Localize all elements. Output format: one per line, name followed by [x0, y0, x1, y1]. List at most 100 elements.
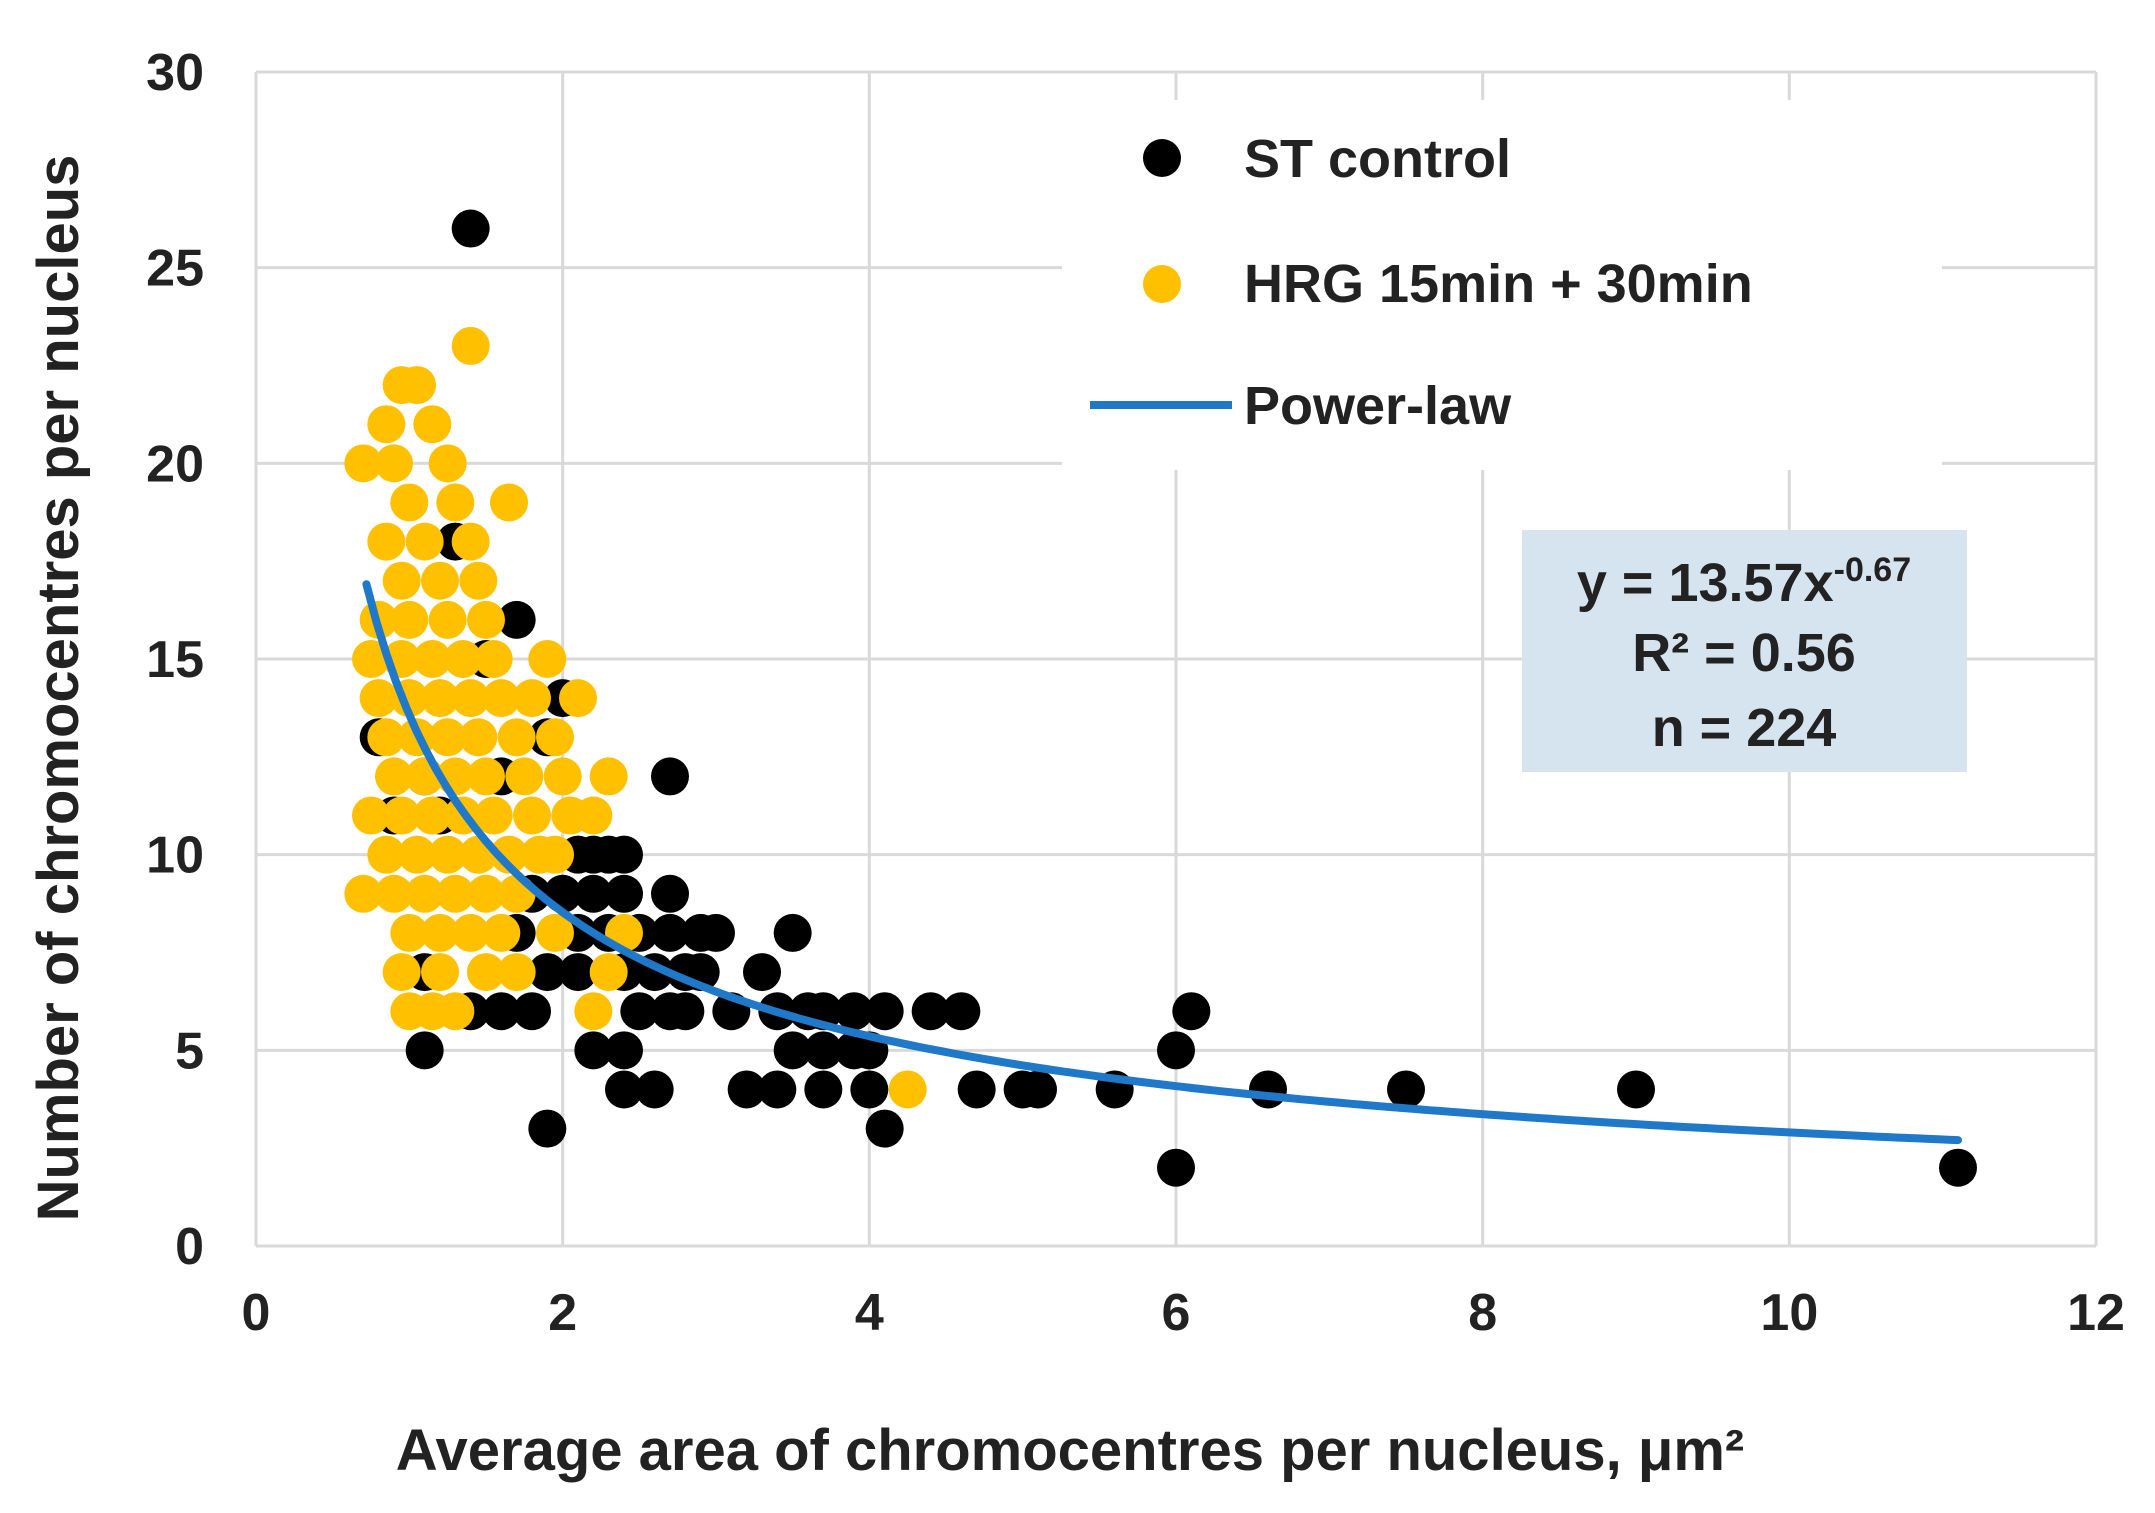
hrg-point: [574, 992, 613, 1031]
hrg-point: [375, 874, 413, 913]
hrg-point: [428, 444, 467, 483]
hrg-point: [405, 874, 444, 913]
hrg-point: [375, 444, 413, 483]
st-control-point: [605, 874, 643, 913]
x-tick-label: 12: [2067, 1284, 2125, 1342]
hrg-point: [390, 600, 429, 639]
hrg-point: [536, 718, 574, 757]
hrg-point: [367, 835, 406, 874]
hrg-point: [451, 913, 490, 952]
hrg-point: [444, 640, 482, 678]
legend-marker-st-control: [1143, 139, 1181, 177]
hrg-point: [451, 326, 490, 365]
st-control-point: [1157, 1148, 1195, 1187]
st-control-point: [620, 992, 659, 1031]
st-control-point: [651, 874, 689, 913]
hrg-point: [390, 483, 429, 522]
legend: ST control HRG 15min + 30min Power-law: [1062, 100, 1942, 470]
st-control-point: [1617, 1070, 1655, 1109]
y-tick-label: 0: [175, 1218, 204, 1276]
st-control-point: [1157, 1031, 1195, 1070]
hrg-point: [390, 913, 429, 952]
hrg-point: [574, 796, 613, 835]
legend-label-power-law: Power-law: [1244, 376, 1512, 436]
st-control-point: [727, 1070, 766, 1109]
y-tick-label: 30: [146, 44, 204, 102]
hrg-point: [543, 757, 582, 796]
hrg-point: [467, 953, 505, 992]
st-control-point: [743, 953, 781, 992]
st-control-point: [513, 992, 551, 1031]
st-control-point: [651, 757, 689, 796]
hrg-point: [451, 679, 490, 718]
hrg-point: [474, 640, 513, 678]
st-control-point: [1172, 992, 1211, 1031]
hrg-point: [413, 640, 452, 678]
st-control-point: [758, 1070, 797, 1109]
hrg-point: [344, 444, 383, 483]
st-control-point: [804, 1070, 843, 1109]
st-control-point: [835, 992, 873, 1031]
tick-labels: 0 2 4 6 8 10 12 0 5 10 15 20 25 30: [146, 44, 2125, 1342]
r-squared-text: R² = 0.56: [1632, 623, 1856, 683]
st-control-point: [605, 1070, 643, 1109]
hrg-point: [497, 953, 536, 992]
st-control-point: [1939, 1148, 1977, 1187]
st-control-point: [559, 953, 597, 992]
hrg-point: [436, 874, 475, 913]
hrg-point: [536, 835, 574, 874]
hrg-point: [490, 483, 528, 522]
hrg-point: [888, 1070, 927, 1109]
hrg-point: [490, 835, 528, 874]
hrg-point: [352, 640, 390, 678]
hrg-point: [382, 796, 421, 835]
hrg-point: [536, 913, 574, 952]
st-control-point: [482, 992, 521, 1031]
hrg-point: [421, 679, 459, 718]
y-tick-label: 25: [146, 240, 204, 298]
hrg-point: [428, 718, 467, 757]
hrg-point: [559, 679, 597, 718]
hrg-point: [428, 600, 467, 639]
hrg-point: [528, 640, 567, 678]
st-control-point: [1387, 1070, 1425, 1109]
st-control-point: [911, 992, 950, 1031]
x-tick-label: 2: [548, 1284, 577, 1342]
hrg-point: [467, 874, 505, 913]
hrg-point: [367, 405, 406, 444]
hrg-point: [505, 757, 544, 796]
equation-exponent: -0.67: [1834, 551, 1912, 589]
x-tick-label: 10: [1760, 1284, 1818, 1342]
equation-annotation: y = 13.57x-0.67 R² = 0.56 n = 224: [1522, 530, 1967, 772]
hrg-point: [382, 561, 421, 600]
hrg-point: [474, 796, 513, 835]
y-tick-label: 15: [146, 631, 204, 689]
hrg-point: [589, 953, 628, 992]
st-control-point: [804, 1031, 843, 1070]
y-tick-label: 10: [146, 827, 204, 885]
st-control-point: [635, 1070, 674, 1109]
hrg-point: [497, 718, 536, 757]
legend-label-hrg: HRG 15min + 30min: [1244, 254, 1753, 314]
hrg-point: [359, 679, 398, 718]
hrg-point: [413, 796, 452, 835]
st-control-point: [651, 913, 689, 952]
hrg-point: [497, 874, 536, 913]
st-control-point: [451, 209, 490, 248]
hrg-point: [428, 835, 467, 874]
hrg-point: [405, 522, 444, 561]
st-control-point: [528, 953, 567, 992]
x-tick-label: 4: [855, 1284, 884, 1342]
st-control-point: [1249, 1070, 1287, 1109]
hrg-point: [436, 992, 475, 1031]
hrg-point: [413, 405, 452, 444]
st-control-point: [666, 992, 705, 1031]
hrg-point: [367, 718, 406, 757]
y-axis-title: Number of chromocentres per nucleus: [26, 155, 91, 1222]
st-control-point: [605, 835, 643, 874]
annotation-box: [1522, 530, 1967, 772]
hrg-point: [459, 718, 498, 757]
hrg-point: [482, 913, 521, 952]
hrg-point: [513, 796, 551, 835]
